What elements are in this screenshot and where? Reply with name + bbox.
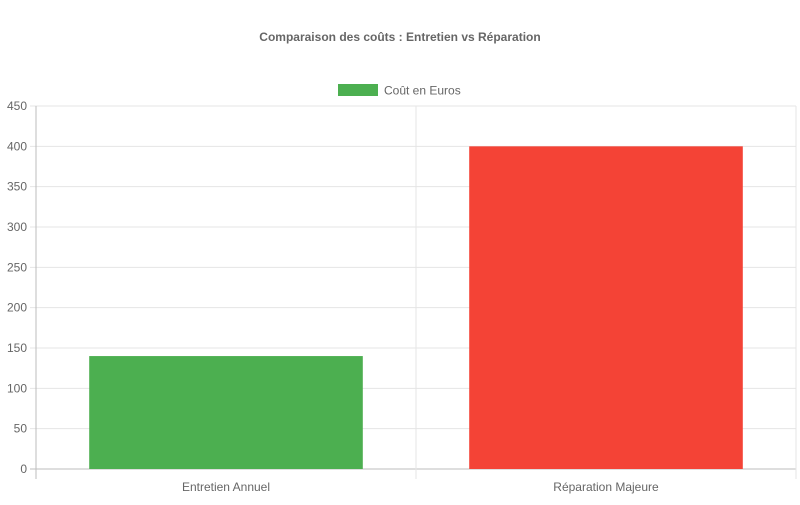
bar bbox=[469, 146, 743, 470]
bars bbox=[89, 146, 743, 470]
axes: 0 50 100 150 200 250 300 350 400 450 Entretien Ann… bbox=[7, 99, 659, 494]
legend-swatch bbox=[338, 84, 378, 96]
y-tick-label: 100 bbox=[7, 381, 27, 395]
legend-label: Coût en Euros bbox=[384, 84, 461, 98]
y-tick-label: 250 bbox=[7, 260, 27, 274]
y-tick-label: 300 bbox=[7, 220, 27, 234]
y-tick-label: 150 bbox=[7, 341, 27, 355]
y-tick-label: 400 bbox=[7, 139, 27, 153]
x-tick-label: Entretien Annuel bbox=[182, 480, 270, 494]
y-tick-label: 450 bbox=[7, 99, 27, 113]
bar bbox=[89, 356, 363, 469]
x-tick-label: Réparation Majeure bbox=[553, 480, 659, 494]
y-tick-label: 200 bbox=[7, 301, 27, 315]
legend[interactable]: Coût en Euros bbox=[338, 84, 461, 98]
y-tick-label: 350 bbox=[7, 180, 27, 194]
chart-title: Comparaison des coûts : Entretien vs Rép… bbox=[259, 30, 540, 44]
y-tick-label: 50 bbox=[14, 422, 28, 436]
y-tick-label: 0 bbox=[20, 462, 27, 476]
